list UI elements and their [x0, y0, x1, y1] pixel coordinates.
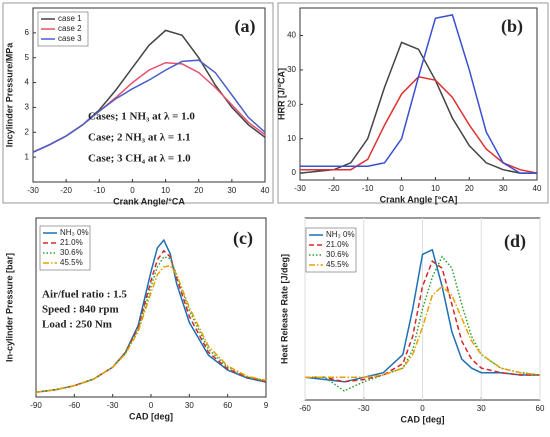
- x-tick-label: -20: [60, 186, 72, 195]
- y-axis-label: Incylinder Pressure/MPa: [4, 42, 14, 148]
- legend-label: 30.6%: [60, 248, 83, 257]
- x-tick-label: -10: [362, 184, 374, 193]
- data-line: [35, 264, 267, 393]
- annotation: Case; 3 CH₄ at λ = 1.0: [88, 153, 191, 165]
- legend-label: case 3: [58, 34, 82, 43]
- x-tick-label: -30: [107, 401, 119, 410]
- x-tick-label: 9: [264, 401, 269, 410]
- x-tick-label: 0: [420, 404, 425, 413]
- y-tick-label: 5: [25, 53, 30, 62]
- y-axis-label: In-cylinder Pressure [bar]: [4, 253, 14, 362]
- x-tick-label: 40: [533, 184, 542, 193]
- x-tick-label: 0: [130, 186, 135, 195]
- data-line: [32, 59, 266, 153]
- x-tick-label: 30: [477, 404, 486, 413]
- y-tick-label: 0: [292, 168, 297, 177]
- x-tick-label: 20: [465, 184, 474, 193]
- legend-label: 21.0%: [326, 240, 349, 249]
- legend-label: 45.5%: [60, 258, 83, 267]
- panel-frame: [2, 2, 274, 204]
- y-tick-label: 4: [25, 78, 30, 87]
- y-tick-label: 30: [287, 65, 296, 74]
- legend-label: NH₃ 0%: [60, 228, 89, 237]
- panel-label: (c): [233, 228, 253, 249]
- data-line: [304, 248, 540, 383]
- x-tick-label: -60: [69, 401, 81, 410]
- y-tick-label: 10: [287, 134, 296, 143]
- panel-frame: [277, 2, 549, 204]
- legend-label: case 2: [58, 24, 82, 33]
- x-tick-label: -30: [294, 184, 306, 193]
- x-tick-label: 20: [194, 186, 203, 195]
- annotation: Speed : 840 rpm: [42, 304, 119, 316]
- y-axis-label: HRR [J/°CA]: [276, 68, 286, 120]
- x-tick-label: 60: [223, 401, 232, 410]
- data-line: [35, 249, 267, 393]
- panel-label: (b): [501, 16, 523, 37]
- x-tick-label: -30: [27, 186, 39, 195]
- annotation: Air/fuel ratio : 1.5: [42, 289, 127, 301]
- y-tick-label: 3: [25, 103, 30, 112]
- legend-label: case 1: [58, 14, 82, 23]
- y-tick-label: 20: [287, 99, 296, 108]
- legend-label: 30.6%: [326, 250, 349, 259]
- annotation: Cases; 1 NH₃ at λ = 1.0: [88, 111, 195, 123]
- data-line: [299, 41, 537, 174]
- x-tick-label: -60: [299, 404, 311, 413]
- legend-label: NH₃ 0%: [326, 230, 355, 239]
- x-tick-label: 40: [261, 186, 270, 195]
- panel-label: (d): [504, 231, 526, 252]
- x-tick-label: -10: [94, 186, 106, 195]
- data-line: [300, 14, 537, 174]
- x-tick-label: 60: [536, 404, 545, 413]
- x-axis-label: Crank Angle [°CA]: [380, 194, 458, 204]
- x-axis-label: CAD [deg]: [129, 411, 173, 421]
- x-tick-label: 30: [499, 184, 508, 193]
- x-tick-label: -30: [358, 404, 370, 413]
- x-tick-label: -20: [328, 184, 340, 193]
- x-tick-label: 10: [161, 186, 170, 195]
- data-line: [305, 260, 540, 383]
- y-axis-label: Heat Release Rate [J/deg]: [279, 254, 289, 364]
- x-tick-label: 0: [399, 184, 404, 193]
- y-tick-label: 6: [25, 28, 30, 37]
- y-tick-label: 2: [25, 127, 30, 136]
- x-axis-label: Crank Angle/°CA: [113, 196, 185, 206]
- annotation: Load : 250 Nm: [42, 319, 112, 331]
- legend-label: 45.5%: [326, 260, 349, 269]
- x-tick-label: 30: [185, 401, 194, 410]
- y-tick-label: 40: [287, 31, 296, 40]
- annotation: Case; 2 NH₃ at λ = 1.1: [88, 132, 191, 144]
- panel-label: (a): [235, 16, 256, 37]
- data-line: [35, 255, 267, 393]
- data-line: [305, 285, 541, 379]
- x-tick-label: 0: [149, 401, 154, 410]
- x-tick-label: -90: [30, 401, 42, 410]
- x-tick-label: 10: [431, 184, 440, 193]
- y-tick-label: 1: [25, 152, 30, 161]
- x-axis-label: CAD [deg]: [401, 414, 445, 424]
- legend-label: 21.0%: [60, 238, 83, 247]
- x-tick-label: 30: [227, 186, 236, 195]
